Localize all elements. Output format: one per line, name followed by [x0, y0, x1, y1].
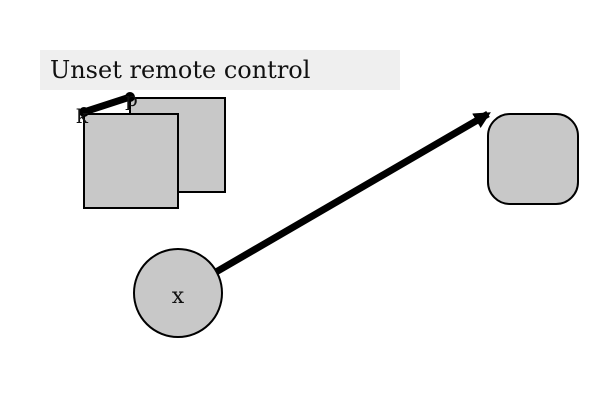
front-square[interactable]: [83, 113, 179, 209]
label-p: p: [125, 87, 138, 111]
point-p-dot[interactable]: [125, 92, 135, 102]
point-k-dot[interactable]: [79, 107, 89, 117]
page-title: Unset remote control: [40, 50, 400, 90]
remote-control-arrow: [214, 110, 491, 276]
label-k: k: [76, 104, 89, 128]
circle-x[interactable]: [133, 248, 223, 338]
rounded-square[interactable]: [487, 113, 579, 205]
label-x: x: [172, 284, 185, 309]
corner-link: [80, 93, 134, 116]
